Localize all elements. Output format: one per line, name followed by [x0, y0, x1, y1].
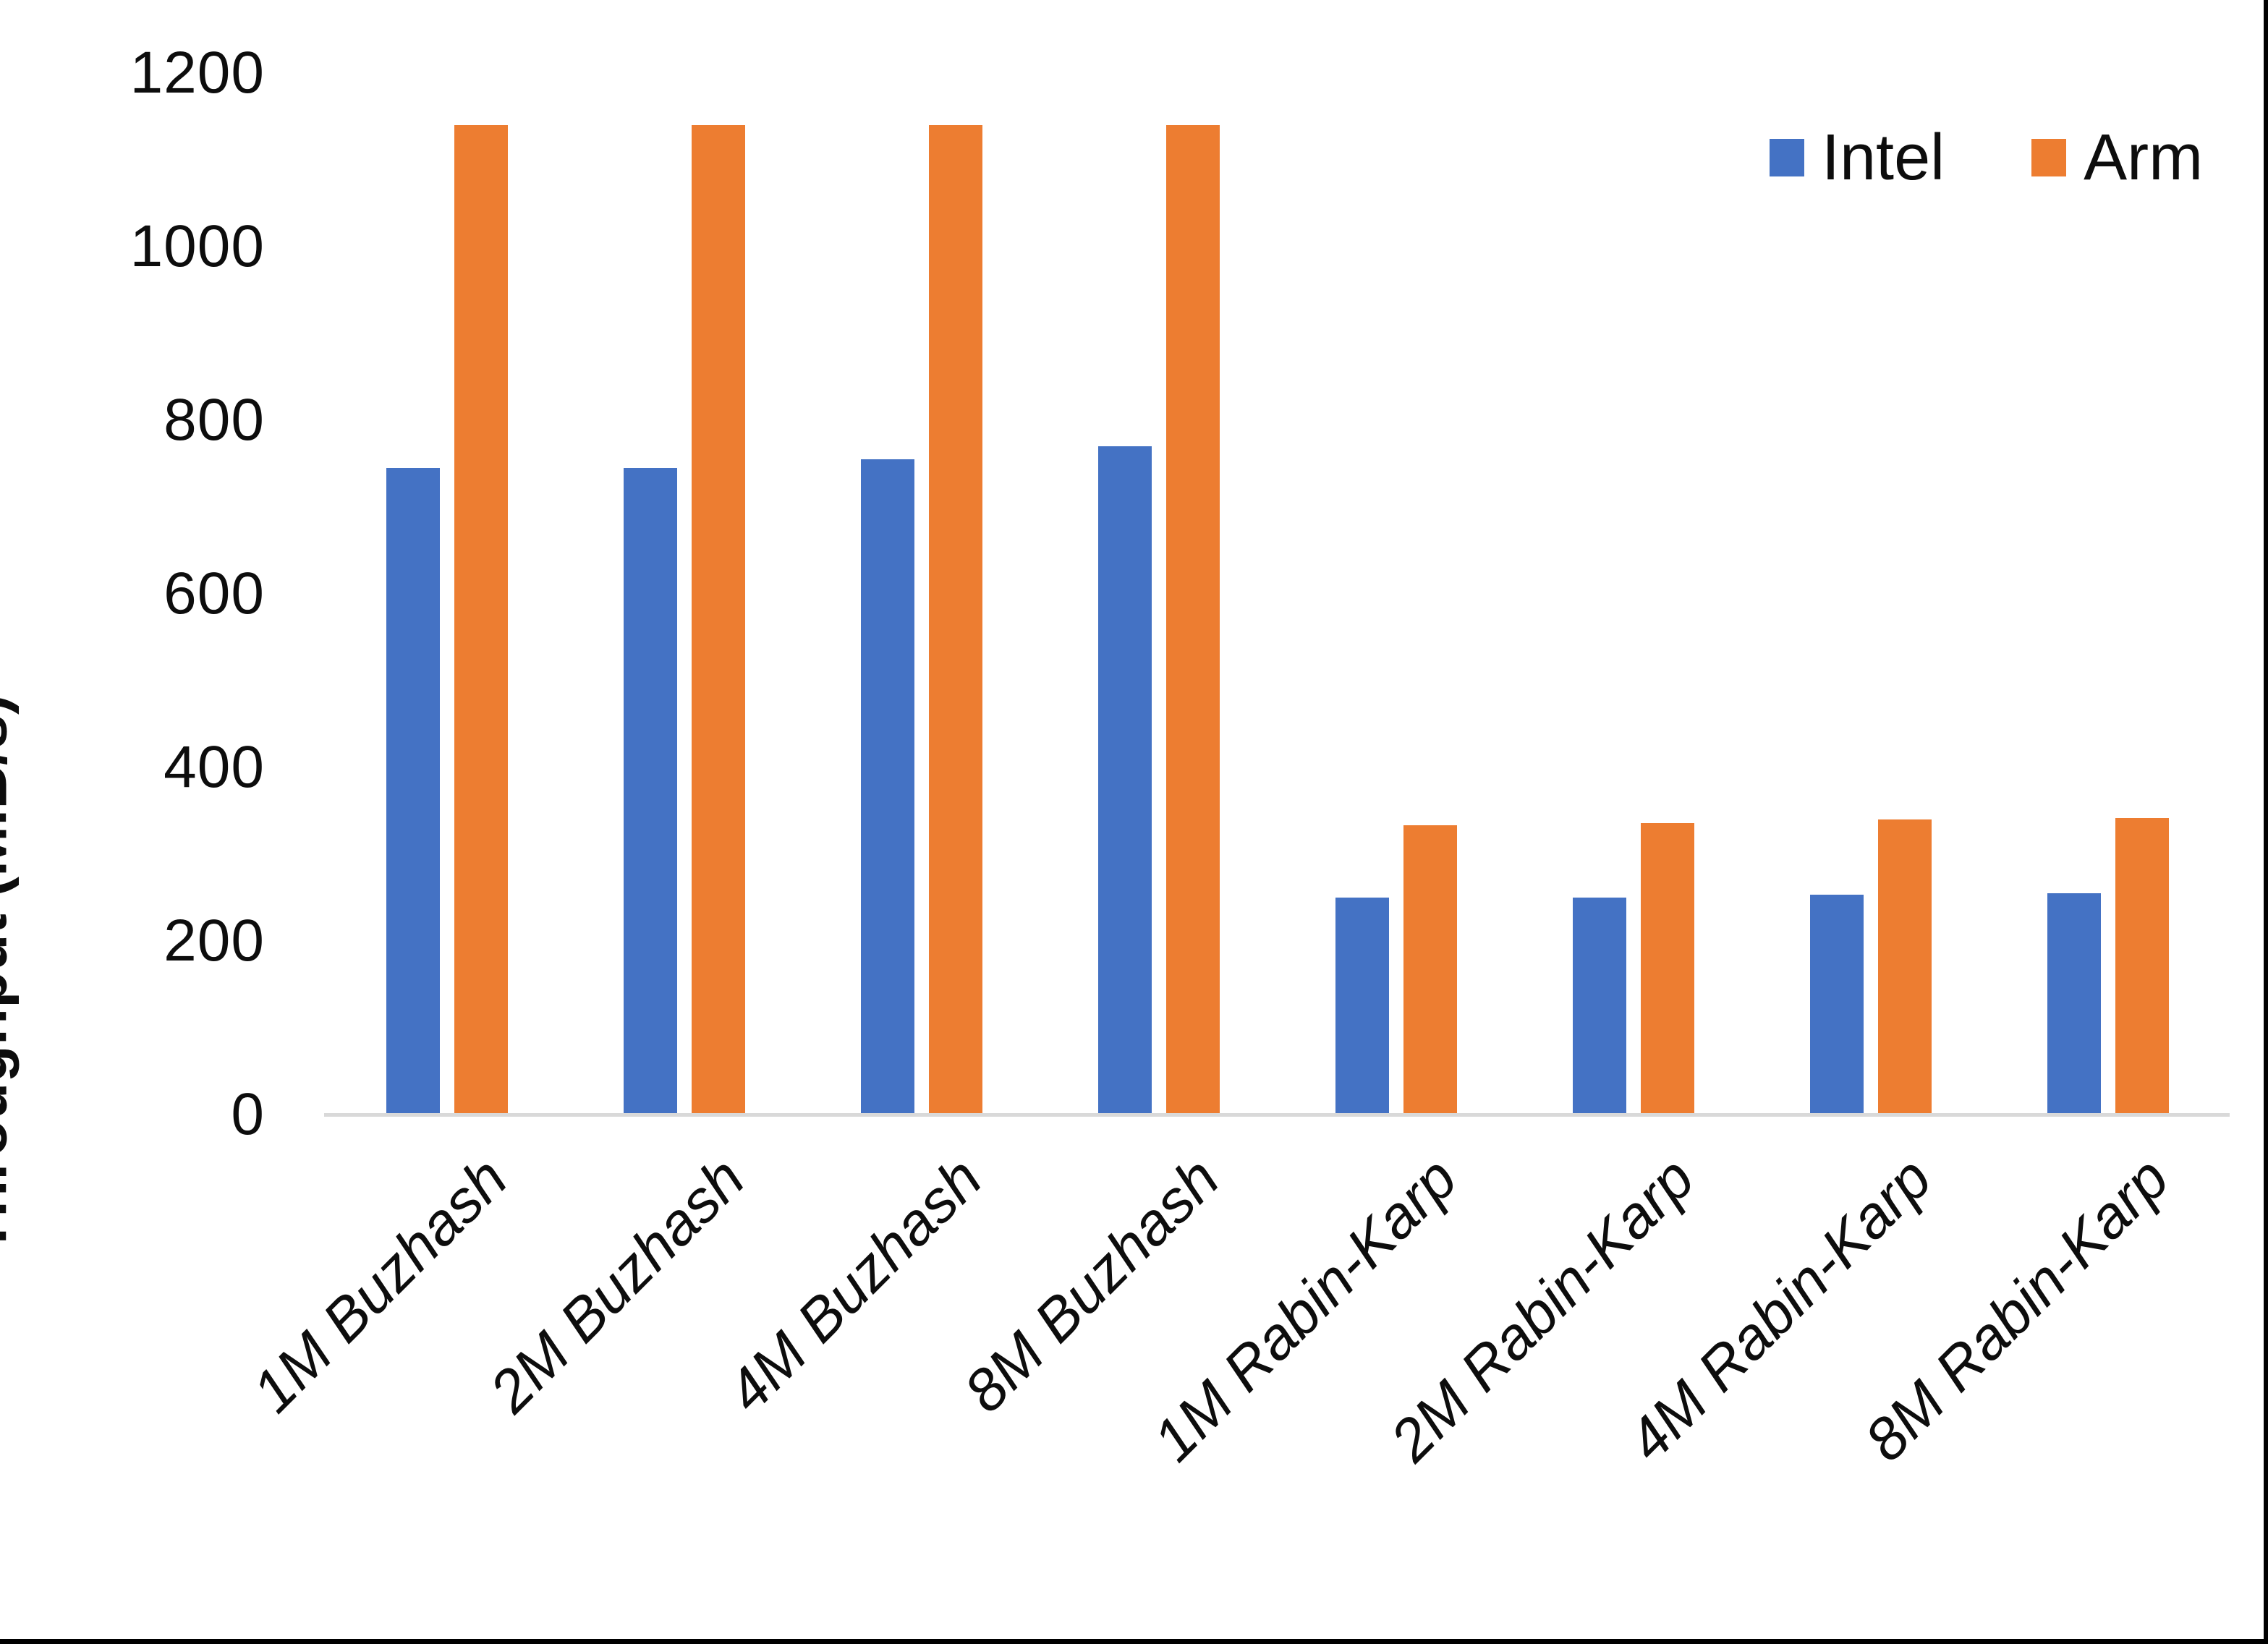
bar-intel: [386, 468, 440, 1115]
bar-group: [1278, 73, 1515, 1115]
bar-arm: [1641, 823, 1694, 1115]
y-tick-label: 0: [231, 1081, 265, 1147]
screenshot-bottom-edge: [0, 1639, 2268, 1644]
bar-intel: [861, 459, 914, 1115]
legend-label-intel: Intel: [1822, 122, 1945, 194]
screenshot-right-edge: [2264, 0, 2268, 1644]
bar-group: [1515, 73, 1752, 1115]
bar-intel: [1335, 898, 1389, 1115]
bar-group: [566, 73, 803, 1115]
x-axis-line: [324, 1113, 2230, 1117]
y-tick-label: 600: [163, 561, 265, 626]
legend: Intel Arm: [1770, 122, 2203, 194]
y-tick-label: 200: [163, 908, 265, 974]
y-tick-label: 1000: [129, 213, 265, 279]
x-axis-label: 4M Buzhash: [715, 1145, 995, 1426]
legend-label-arm: Arm: [2084, 122, 2204, 194]
bar-arm: [692, 125, 745, 1115]
bar-group: [803, 73, 1040, 1115]
legend-item-arm: Arm: [2031, 122, 2203, 194]
bar-arm: [1403, 825, 1457, 1115]
bar-arm: [2115, 818, 2169, 1115]
bar-arm: [1166, 125, 1220, 1115]
bar-intel: [1573, 898, 1626, 1115]
x-axis-label: 1M Buzhash: [240, 1145, 520, 1426]
bar-intel: [624, 468, 677, 1115]
bar-group: [1989, 73, 2227, 1115]
arm-series-swatch-icon: [2031, 139, 2067, 176]
bar-arm: [1878, 819, 1932, 1115]
bar-group: [1040, 73, 1278, 1115]
y-tick-label: 400: [163, 734, 265, 800]
legend-item-intel: Intel: [1770, 122, 1945, 194]
y-tick-label: 1200: [129, 40, 265, 106]
intel-series-swatch-icon: [1770, 139, 1804, 176]
bar-arm: [454, 125, 508, 1115]
bar-group: [328, 73, 566, 1115]
bar-intel: [1810, 895, 1864, 1115]
x-axis-label: 2M Buzhash: [477, 1145, 757, 1426]
bar-arm: [929, 125, 982, 1115]
bar-group: [1752, 73, 1989, 1115]
bar-intel: [2047, 893, 2101, 1115]
y-tick-label: 800: [163, 387, 265, 453]
y-axis-title-text: Throughput (MiB/s): [0, 694, 19, 1255]
bar-intel: [1098, 446, 1152, 1115]
